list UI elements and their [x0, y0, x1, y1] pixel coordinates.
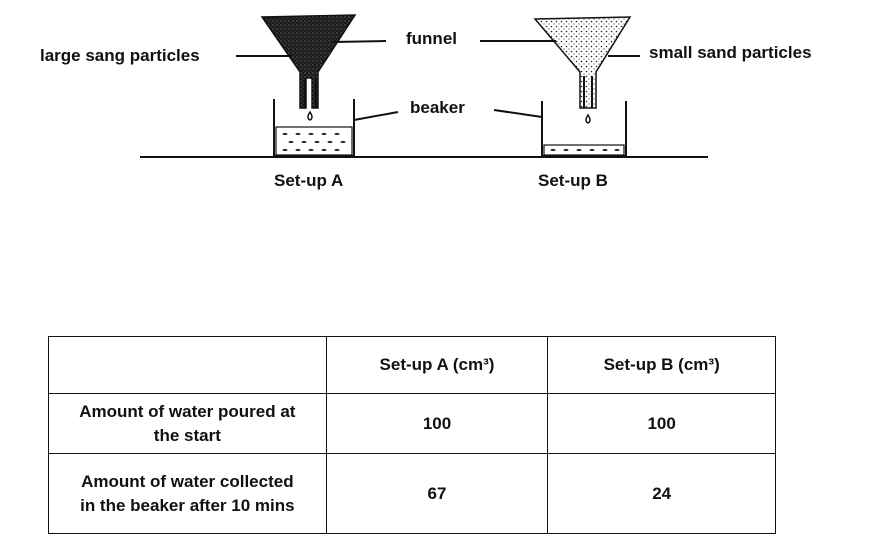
beaker-a	[273, 99, 355, 157]
row-label: Amount of water collected in the beaker …	[48, 453, 327, 534]
experiment-diagram	[140, 14, 708, 158]
leader-funnel-a	[331, 40, 387, 43]
table-row: Amount of water poured at the start 100 …	[48, 393, 776, 454]
cell-setup-a: 67	[325, 453, 549, 534]
label-setup-b: Set-up B	[538, 171, 608, 190]
funnel-a	[260, 14, 357, 121]
results-table: Set-up A (cm³) Set-up B (cm³) Amount of …	[48, 336, 776, 534]
label-beaker: beaker	[410, 98, 465, 117]
header-empty-cell	[48, 336, 327, 394]
label-large-particles: large sang particles	[40, 46, 200, 65]
label-small-particles: small sand particles	[649, 43, 812, 62]
table-header-row: Set-up A (cm³) Set-up B (cm³)	[48, 336, 776, 394]
table-row: Amount of water collected in the beaker …	[48, 453, 776, 534]
label-setup-a: Set-up A	[274, 171, 344, 190]
label-funnel: funnel	[406, 29, 457, 48]
leader-beaker-a	[353, 111, 399, 121]
funnel-b	[533, 16, 632, 124]
leader-beaker-b	[493, 109, 543, 118]
header-setup-a: Set-up A (cm³)	[325, 336, 549, 394]
row-label: Amount of water poured at the start	[48, 393, 327, 454]
cell-setup-b: 24	[547, 453, 776, 534]
cell-setup-a: 100	[325, 393, 549, 454]
header-setup-b: Set-up B (cm³)	[547, 336, 776, 394]
cell-setup-b: 100	[547, 393, 776, 454]
beaker-b	[541, 101, 627, 157]
